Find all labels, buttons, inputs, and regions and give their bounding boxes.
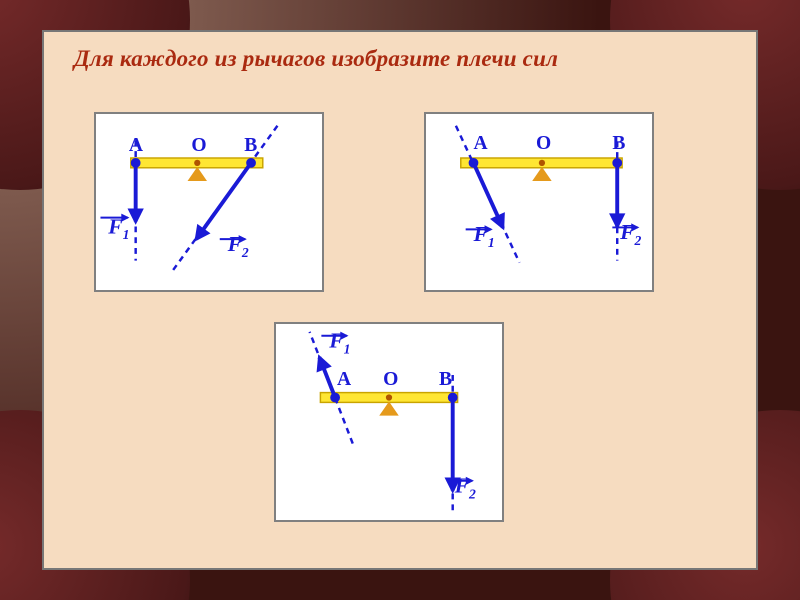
svg-text:F2: F2: [619, 220, 641, 248]
slide-title: Для каждого из рычагов изобразите плечи …: [74, 46, 726, 72]
svg-text:A: A: [473, 133, 487, 154]
lever-diagram-2: F1 F2 A O B: [424, 112, 654, 292]
svg-text:F2: F2: [454, 474, 476, 502]
svg-text:B: B: [612, 133, 625, 154]
slide-frame: Для каждого из рычагов изобразите плечи …: [0, 0, 800, 600]
svg-text:A: A: [337, 369, 351, 390]
svg-text:O: O: [536, 133, 551, 154]
svg-text:F1: F1: [328, 329, 350, 357]
lever-diagram-1: F1F2AOB: [94, 112, 324, 292]
svg-text:O: O: [191, 135, 206, 156]
lever-diagram-3: F1 F2 A O B: [274, 322, 504, 522]
svg-text:B: B: [439, 369, 452, 390]
svg-text:B: B: [244, 135, 257, 156]
svg-text:F1: F1: [472, 222, 494, 250]
svg-text:O: O: [383, 369, 398, 390]
svg-text:A: A: [129, 135, 143, 156]
svg-text:F2: F2: [227, 232, 249, 260]
content-panel: Для каждого из рычагов изобразите плечи …: [42, 30, 758, 570]
